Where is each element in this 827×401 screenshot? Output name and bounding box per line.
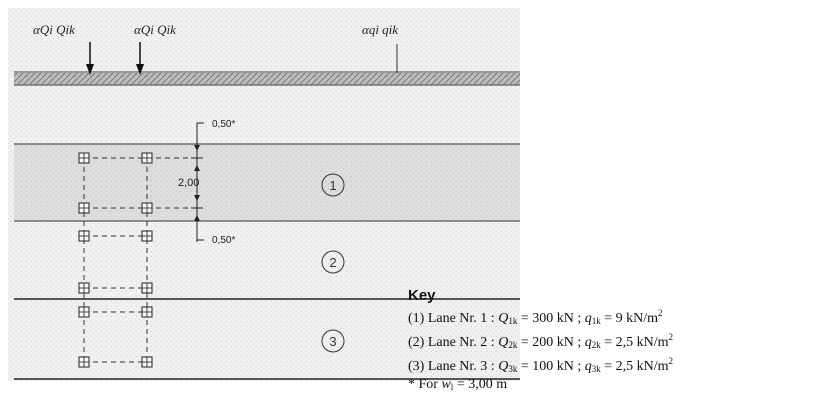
lane-number-3: 3 <box>321 329 345 353</box>
wheel-contact-4-2 <box>141 282 153 294</box>
lane-boundaries-lower <box>14 298 520 380</box>
wheel-contact-3-1 <box>78 230 90 242</box>
dim-spacing: 2,00 <box>178 177 199 189</box>
svg-text:3: 3 <box>329 334 336 349</box>
wheel-grid-lines <box>83 157 148 363</box>
dimension-line <box>191 122 204 242</box>
road-elevation <box>14 71 520 86</box>
wheel-contacts <box>78 152 153 368</box>
axle-load-arrow-1 <box>86 42 94 75</box>
lane-1-area <box>14 144 520 221</box>
key-entry-lane-1: (1) Lane Nr. 1 : Q1k = 300 kN ; q1k = 9 … <box>408 308 663 326</box>
wheel-contact-5-2 <box>141 306 153 318</box>
key-footnote: * For wl = 3,00 m <box>408 377 508 392</box>
wheel-contact-2-1 <box>78 202 90 214</box>
axle-load-label-1: αQi Qik <box>33 22 75 37</box>
svg-text:1: 1 <box>329 178 336 193</box>
axle-load-label-2: αQi Qik <box>134 22 176 37</box>
key-entry-lane-2: (2) Lane Nr. 2 : Q2k = 200 kN ; q2k = 2,… <box>408 332 674 350</box>
dimension-arrows <box>194 145 200 221</box>
wheel-contact-2-2 <box>141 202 153 214</box>
wheel-contact-6-1 <box>78 356 90 368</box>
dim-top-offset: 0,50* <box>212 119 235 130</box>
lane-boundaries <box>14 143 520 222</box>
wheel-contact-3-2 <box>141 230 153 242</box>
key-title: Key <box>408 287 436 304</box>
wheel-contact-1-1 <box>78 152 90 164</box>
axle-load-arrow-2 <box>136 42 144 75</box>
lane-number-1: 1 <box>321 173 345 197</box>
wheel-contact-5-1 <box>78 306 90 318</box>
svg-text:2: 2 <box>329 255 336 270</box>
wheel-contact-4-1 <box>78 282 90 294</box>
wheel-contact-1-2 <box>141 152 153 164</box>
key-legend: Key (1) Lane Nr. 1 : Q1k = 300 kN ; q1k … <box>408 288 823 395</box>
key-entry-lane-3: (3) Lane Nr. 3 : Q3k = 100 kN ; q3k = 2,… <box>408 356 674 374</box>
wheel-contact-6-2 <box>141 356 153 368</box>
dim-bottom-offset: 0,50* <box>212 235 235 246</box>
udl-load-label: αqi qik <box>362 22 398 37</box>
lane-number-2: 2 <box>321 250 345 274</box>
